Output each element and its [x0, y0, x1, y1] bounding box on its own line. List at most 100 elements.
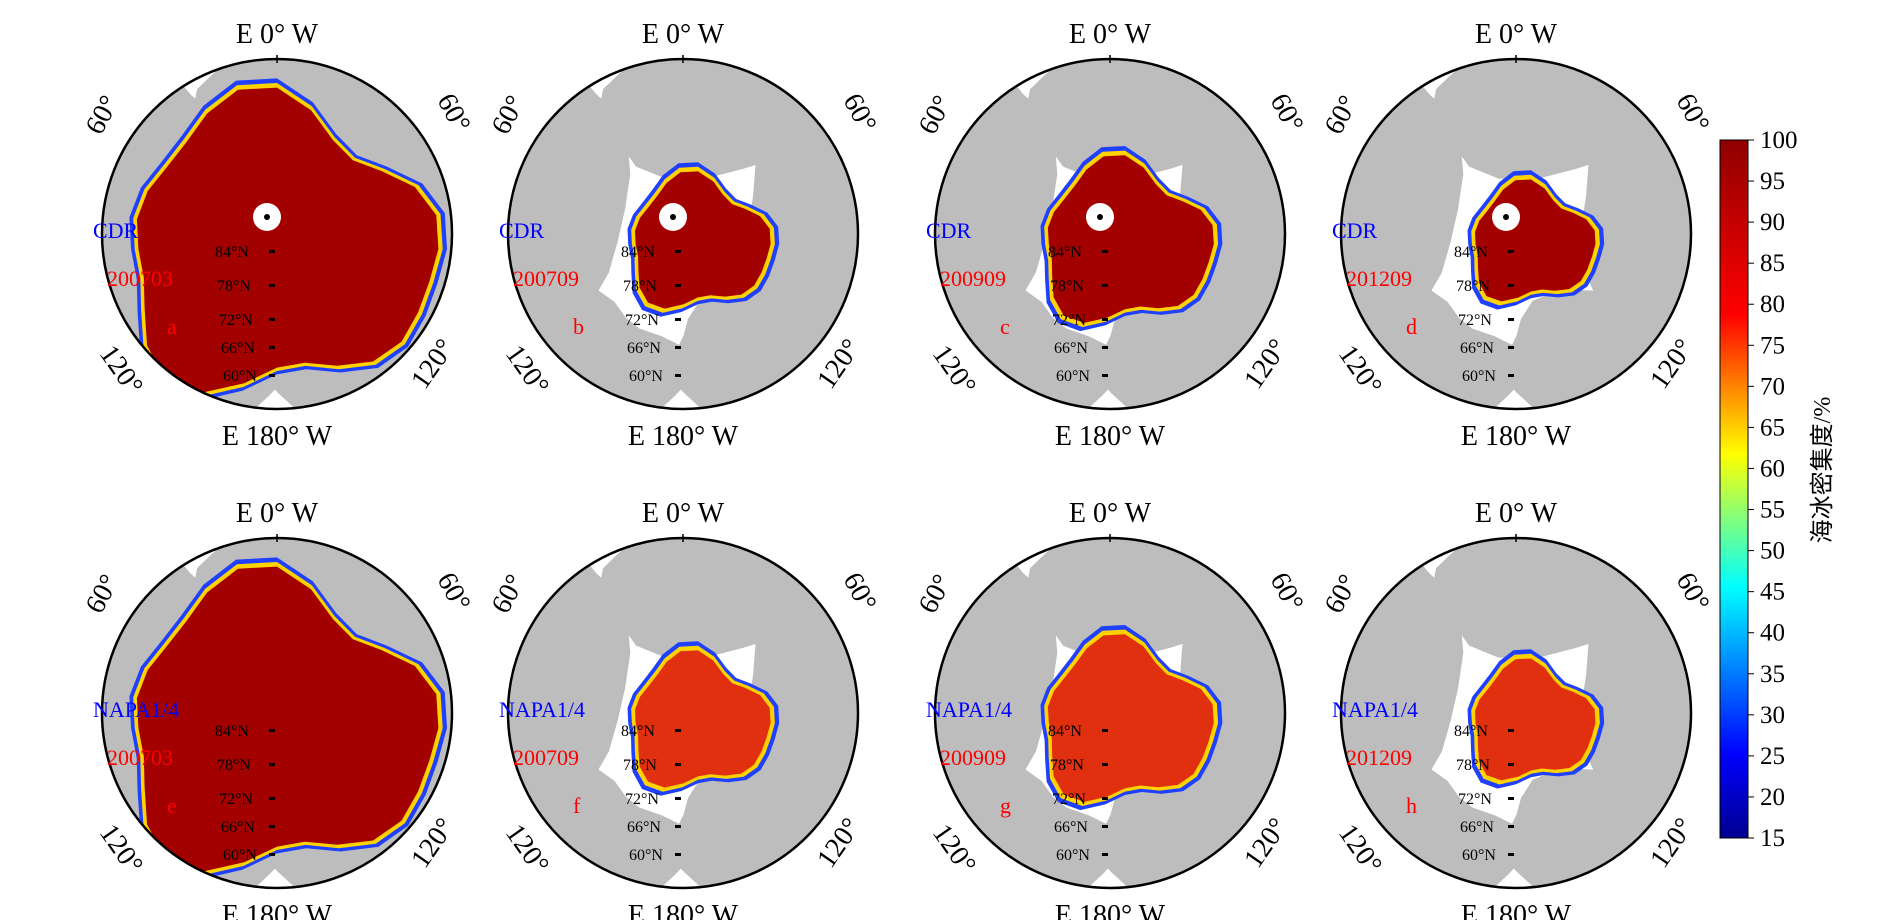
latitude-tick — [675, 729, 681, 732]
latitude-tick — [1102, 318, 1108, 321]
panel-letter: e — [167, 793, 177, 818]
colorbar-tick-label: 95 — [1760, 168, 1785, 195]
longitude-60-right-label: 60° — [837, 88, 883, 137]
map-panel-g: 84°N78°N72°N66°N60°NE 0° WE 180° W60° 60°… — [873, 477, 1358, 920]
date-label: 201209 — [1346, 266, 1412, 291]
meridian-0-label: E 0° W — [236, 19, 319, 50]
pole-marker — [1097, 214, 1103, 220]
latitude-tick — [675, 374, 681, 377]
longitude-120-left-label: 120° — [1332, 818, 1388, 879]
latitude-tick — [675, 763, 681, 766]
panel-letter: b — [573, 314, 584, 339]
date-label: 200703 — [107, 266, 173, 291]
latitude-tick — [1102, 250, 1108, 253]
latitude-label: 78°N — [623, 278, 657, 295]
source-label: NAPA1/4 — [499, 697, 585, 722]
meridian-180-label: E 180° W — [1055, 900, 1166, 920]
latitude-label: 66°N — [221, 819, 255, 836]
latitude-tick — [1508, 346, 1514, 349]
colorbar-tick-label: 50 — [1760, 538, 1785, 565]
latitude-label: 72°N — [1458, 791, 1492, 808]
latitude-label: 66°N — [627, 340, 661, 357]
latitude-tick — [1508, 729, 1514, 732]
latitude-label: 60°N — [629, 847, 663, 864]
latitude-tick — [1508, 374, 1514, 377]
latitude-label: 84°N — [1048, 723, 1082, 740]
panel-letter: c — [1000, 314, 1010, 339]
latitude-tick — [269, 763, 275, 766]
meridian-180-label: E 180° W — [628, 900, 739, 920]
latitude-tick — [269, 284, 275, 287]
latitude-label: 60°N — [1462, 847, 1496, 864]
colorbar-tick-label: 70 — [1760, 373, 1785, 400]
latitude-label: 60°N — [1462, 368, 1496, 385]
longitude-60-left-label: 60° — [486, 90, 532, 139]
longitude-60-left-label: 60° — [913, 90, 959, 139]
source-label: CDR — [926, 218, 972, 243]
latitude-tick — [675, 318, 681, 321]
latitude-label: 66°N — [627, 819, 661, 836]
longitude-60-right-label: 60° — [1264, 567, 1310, 616]
meridian-0-label: E 0° W — [236, 498, 319, 529]
longitude-120-left-label: 120° — [1332, 339, 1388, 400]
pole-marker — [670, 214, 676, 220]
latitude-label: 72°N — [1052, 791, 1086, 808]
latitude-label: 72°N — [625, 791, 659, 808]
meridian-0-label: E 0° W — [1069, 19, 1152, 50]
latitude-label: 60°N — [1056, 368, 1090, 385]
meridian-0-label: E 0° W — [642, 498, 725, 529]
latitude-label: 72°N — [1052, 312, 1086, 329]
longitude-120-left-label: 120° — [499, 818, 555, 879]
latitude-tick — [1102, 374, 1108, 377]
latitude-tick — [269, 374, 275, 377]
pole-marker — [264, 214, 270, 220]
colorbar-tick-label: 45 — [1760, 579, 1785, 606]
latitude-label: 78°N — [1050, 278, 1084, 295]
longitude-60-right-label: 60° — [1670, 88, 1716, 137]
map-panel-b: 84°N 78°N 72°N 66°N 60°N E 0° W E 180° W 60° 60°… — [446, 0, 931, 452]
latitude-tick — [675, 250, 681, 253]
map-panel-e: 84°N 78°N 72°N 66°N 60°N E 0° W E 180° W 60° 60°… — [40, 477, 525, 920]
meridian-180-label: E 180° W — [1055, 421, 1166, 452]
latitude-tick — [675, 346, 681, 349]
meridian-0-label: E 0° W — [1069, 498, 1152, 529]
longitude-60-right-label: 60° — [837, 567, 883, 616]
map-panel-c: 84°N 78°N 72°N 66°N 60°N E 0° W E 180° W 60° 60°… — [873, 0, 1358, 452]
source-label: CDR — [499, 218, 545, 243]
panel-letter: a — [167, 314, 177, 339]
latitude-tick — [269, 729, 275, 732]
latitude-label: 60°N — [223, 847, 257, 864]
latitude-label: 72°N — [219, 312, 253, 329]
latitude-tick — [269, 797, 275, 800]
latitude-label: 84°N — [215, 723, 249, 740]
longitude-60-right-label: 60° — [431, 88, 477, 137]
latitude-tick — [1102, 284, 1108, 287]
longitude-60-left-label: 60° — [486, 569, 532, 618]
latitude-tick — [675, 853, 681, 856]
colorbar-tick-label: 20 — [1760, 784, 1785, 811]
longitude-120-left-label: 120° — [926, 339, 982, 400]
colorbar-ramp — [1720, 140, 1748, 838]
longitude-60-left-label: 60° — [1319, 569, 1365, 618]
latitude-label: 78°N — [1456, 757, 1490, 774]
latitude-label: 84°N — [1048, 244, 1082, 261]
source-label: CDR — [93, 218, 139, 243]
colorbar-tick-label: 100 — [1760, 127, 1798, 154]
colorbar-tick-label: 65 — [1760, 414, 1785, 441]
source-label: NAPA1/4 — [1332, 697, 1418, 722]
latitude-tick — [1102, 825, 1108, 828]
source-label: NAPA1/4 — [926, 697, 1012, 722]
latitude-label: 78°N — [1456, 278, 1490, 295]
date-label: 201209 — [1346, 745, 1412, 770]
colorbar-tick-label: 75 — [1760, 332, 1785, 359]
colorbar-tick-label: 55 — [1760, 497, 1785, 524]
latitude-tick — [269, 825, 275, 828]
colorbar-tick-label: 35 — [1760, 661, 1785, 688]
latitude-tick — [1102, 797, 1108, 800]
meridian-0-label: E 0° W — [1475, 19, 1558, 50]
latitude-tick — [1102, 346, 1108, 349]
source-label: CDR — [1332, 218, 1378, 243]
latitude-label: 78°N — [1050, 757, 1084, 774]
latitude-label: 66°N — [1054, 819, 1088, 836]
